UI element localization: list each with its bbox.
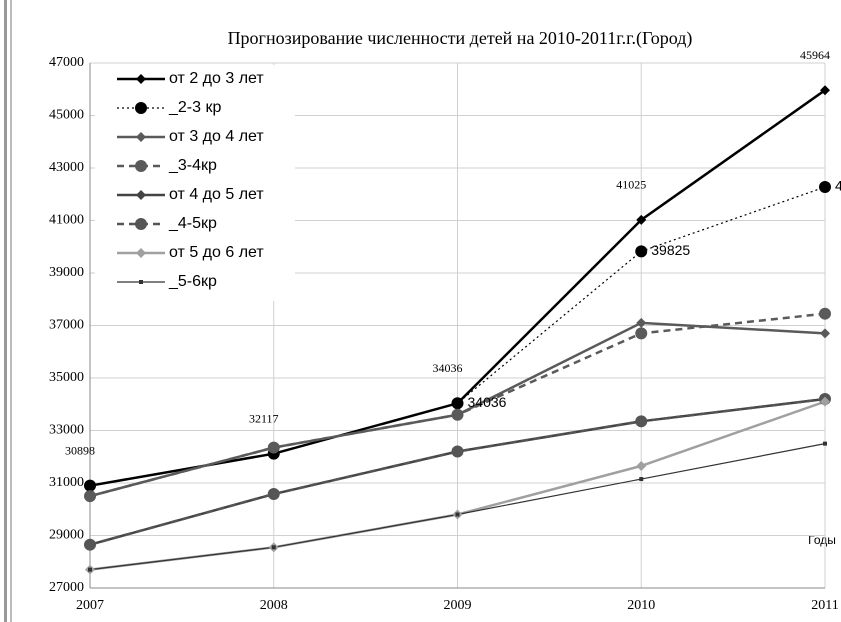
data-label: 34036: [468, 394, 507, 410]
y-tick-label: 29000: [49, 528, 84, 543]
legend-label: _4-5кр: [168, 215, 217, 232]
marker: [636, 317, 647, 328]
marker: [635, 415, 648, 428]
legend-label: от 4 до 5 лет: [169, 186, 264, 203]
marker: [636, 460, 647, 471]
x-tick-label: 2011: [811, 598, 838, 613]
legend: от 2 до 3 лет _2-3 кр от 3 до 4 лет _3-4кр о…: [95, 65, 295, 301]
x-tick-label: 2009: [444, 598, 472, 613]
x-axis-label: Годы: [808, 533, 836, 547]
marker: [84, 490, 96, 503]
marker: [136, 248, 146, 258]
series-line: [89, 186, 826, 487]
y-tick-label: 45000: [49, 108, 84, 123]
marker: [136, 74, 146, 84]
marker: [135, 160, 147, 172]
marker: [820, 396, 830, 407]
marker: [819, 181, 831, 194]
marker: [88, 567, 92, 572]
side-bar: [4, 0, 7, 622]
data-label: 34036: [433, 361, 463, 375]
marker: [636, 214, 647, 225]
marker: [271, 545, 276, 550]
data-label: 45964: [800, 48, 830, 62]
marker: [451, 408, 464, 421]
legend-label: _5-6кр: [168, 273, 217, 290]
y-tick-label: 41000: [49, 213, 84, 228]
side-bar: [10, 0, 12, 622]
marker: [819, 307, 831, 320]
legend-label: от 2 до 3 лет: [169, 70, 264, 87]
x-tick-label: 2008: [260, 598, 288, 613]
marker: [820, 85, 830, 96]
marker: [823, 441, 827, 446]
marker: [639, 477, 644, 482]
marker: [455, 512, 460, 517]
chart-title: Прогнозирование численности детей на 201…: [228, 28, 693, 49]
y-tick-label: 39000: [49, 265, 84, 280]
y-tick-label: 47000: [49, 55, 84, 70]
x-tick-label: 2010: [627, 598, 655, 613]
y-tick-label: 31000: [49, 475, 84, 490]
y-tick-label: 37000: [49, 318, 84, 333]
marker: [820, 328, 830, 339]
series-line: [89, 397, 826, 546]
y-tick-label: 43000: [49, 160, 84, 175]
marker: [136, 190, 146, 200]
data-label: 42275: [835, 178, 841, 194]
legend-label: от 5 до 6 лет: [169, 244, 264, 261]
legend-box: [95, 65, 295, 301]
legend-label: от 3 до 4 лет: [169, 128, 264, 145]
marker: [451, 445, 464, 458]
marker: [84, 479, 96, 492]
data-label: 41025: [616, 178, 646, 192]
marker: [84, 538, 96, 551]
data-label: 30898: [65, 443, 95, 457]
data-label: 39825: [651, 242, 690, 258]
legend-label: _2-3 кр: [168, 99, 221, 116]
marker: [635, 327, 648, 340]
y-tick-label: 35000: [49, 370, 84, 385]
marker: [635, 245, 648, 258]
marker: [135, 218, 147, 230]
data-label: 32117: [249, 411, 279, 425]
y-tick-label: 27000: [49, 580, 84, 595]
x-tick-label: 2007: [76, 598, 104, 613]
legend-label: _3-4кр: [168, 157, 217, 174]
marker: [136, 132, 146, 142]
marker: [267, 488, 280, 501]
marker: [139, 280, 143, 284]
y-tick-label: 33000: [49, 423, 84, 438]
marker: [267, 441, 280, 454]
marker: [135, 102, 147, 114]
marker: [451, 397, 464, 410]
